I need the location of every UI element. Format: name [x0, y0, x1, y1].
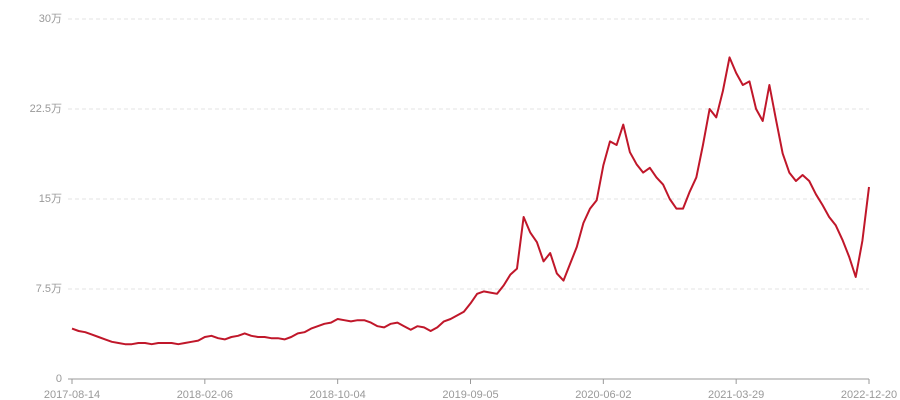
x-tick-label: 2019-09-05 — [442, 389, 498, 400]
x-tick-label: 2017-08-14 — [44, 389, 100, 400]
x-tick-label: 2018-02-06 — [177, 389, 233, 400]
x-tick-label: 2018-10-04 — [310, 389, 366, 400]
y-tick-label: 22.5万 — [30, 103, 62, 115]
y-tick-label: 30万 — [39, 13, 62, 25]
x-tick-label: 2022-12-20 — [841, 389, 897, 400]
price-line — [71, 56, 870, 346]
x-tick-label: 2021-03-29 — [708, 389, 764, 400]
y-tick-label: 7.5万 — [36, 283, 62, 295]
y-tick-label: 15万 — [39, 193, 62, 205]
x-tick-label: 2020-06-02 — [575, 389, 631, 400]
y-tick-label: 0 — [56, 373, 62, 385]
